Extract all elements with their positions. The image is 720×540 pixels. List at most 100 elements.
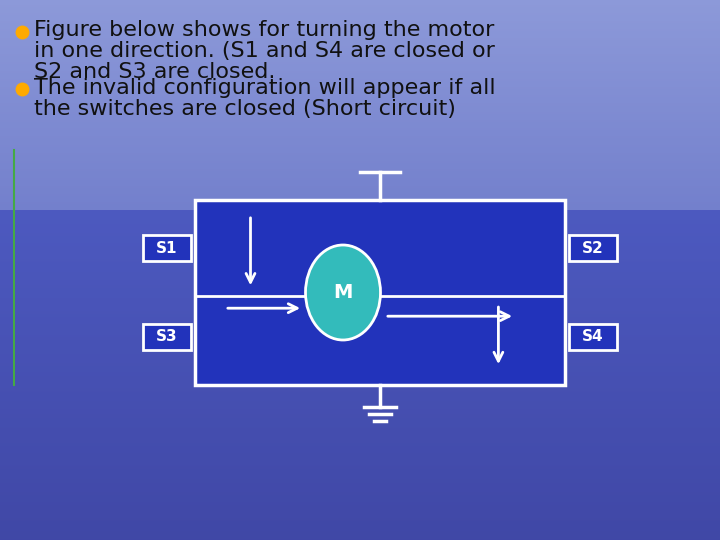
Bar: [0, 189, 720, 190]
Bar: [0, 487, 720, 488]
Bar: [0, 77, 720, 78]
Bar: [0, 381, 720, 382]
Bar: [0, 27, 720, 28]
Bar: [0, 179, 720, 180]
Bar: [0, 495, 720, 496]
Bar: [0, 89, 720, 90]
Bar: [0, 215, 720, 216]
Bar: [0, 343, 720, 344]
Bar: [0, 335, 720, 336]
Bar: [0, 72, 720, 73]
Bar: [0, 307, 720, 308]
Bar: [0, 5, 720, 6]
Bar: [0, 433, 720, 434]
Text: S4: S4: [582, 329, 604, 345]
Bar: [0, 514, 720, 515]
Bar: [0, 36, 720, 37]
Bar: [0, 394, 720, 395]
Bar: [0, 341, 720, 342]
Bar: [0, 444, 720, 445]
Bar: [0, 284, 720, 285]
Bar: [0, 84, 720, 85]
Bar: [0, 108, 720, 109]
Bar: [0, 203, 720, 204]
Bar: [0, 491, 720, 492]
Text: M: M: [333, 283, 353, 302]
Bar: [0, 232, 720, 233]
Bar: [0, 460, 720, 461]
Bar: [0, 148, 720, 149]
Bar: [0, 92, 720, 93]
Bar: [0, 159, 720, 160]
Bar: [0, 154, 720, 155]
Text: S2: S2: [582, 241, 604, 255]
Bar: [0, 129, 720, 130]
Bar: [0, 121, 720, 122]
Bar: [0, 240, 720, 241]
Bar: [0, 531, 720, 532]
Bar: [0, 423, 720, 424]
Bar: [0, 357, 720, 358]
Bar: [0, 109, 720, 110]
Bar: [0, 69, 720, 70]
Bar: [0, 438, 720, 439]
Bar: [0, 116, 720, 117]
Bar: [0, 365, 720, 366]
Bar: [0, 400, 720, 401]
Bar: [0, 90, 720, 91]
Bar: [0, 23, 720, 24]
Bar: [0, 58, 720, 59]
Bar: [0, 50, 720, 51]
Bar: [0, 102, 720, 103]
Bar: [0, 294, 720, 295]
Bar: [0, 427, 720, 428]
Bar: [0, 352, 720, 353]
Bar: [0, 527, 720, 528]
Bar: [0, 327, 720, 328]
Bar: [0, 374, 720, 375]
Bar: [0, 63, 720, 64]
Bar: [0, 282, 720, 283]
Bar: [0, 147, 720, 148]
Bar: [0, 153, 720, 154]
Bar: [0, 339, 720, 340]
Bar: [0, 123, 720, 124]
Bar: [195, 200, 565, 385]
Bar: [0, 454, 720, 455]
Bar: [0, 265, 720, 266]
Bar: [0, 434, 720, 435]
Bar: [0, 388, 720, 389]
Bar: [0, 331, 720, 332]
Bar: [0, 183, 720, 184]
Bar: [0, 334, 720, 335]
Bar: [0, 70, 720, 71]
Bar: [0, 76, 720, 77]
Bar: [0, 459, 720, 460]
Bar: [0, 322, 720, 323]
Bar: [0, 25, 720, 26]
Bar: [0, 302, 720, 303]
Bar: [0, 144, 720, 145]
Bar: [0, 186, 720, 187]
Bar: [0, 442, 720, 443]
Bar: [0, 256, 720, 257]
Bar: [0, 319, 720, 320]
Bar: [0, 359, 720, 360]
Bar: [0, 160, 720, 161]
Bar: [0, 516, 720, 517]
Bar: [0, 56, 720, 57]
Bar: [0, 305, 720, 306]
Bar: [0, 91, 720, 92]
Bar: [0, 114, 720, 115]
Bar: [0, 478, 720, 479]
Bar: [0, 424, 720, 425]
Bar: [0, 384, 720, 385]
Bar: [0, 181, 720, 182]
Bar: [0, 390, 720, 391]
Bar: [0, 393, 720, 394]
Bar: [0, 8, 720, 9]
Bar: [0, 141, 720, 142]
Bar: [0, 255, 720, 256]
Bar: [0, 87, 720, 88]
Bar: [0, 224, 720, 225]
